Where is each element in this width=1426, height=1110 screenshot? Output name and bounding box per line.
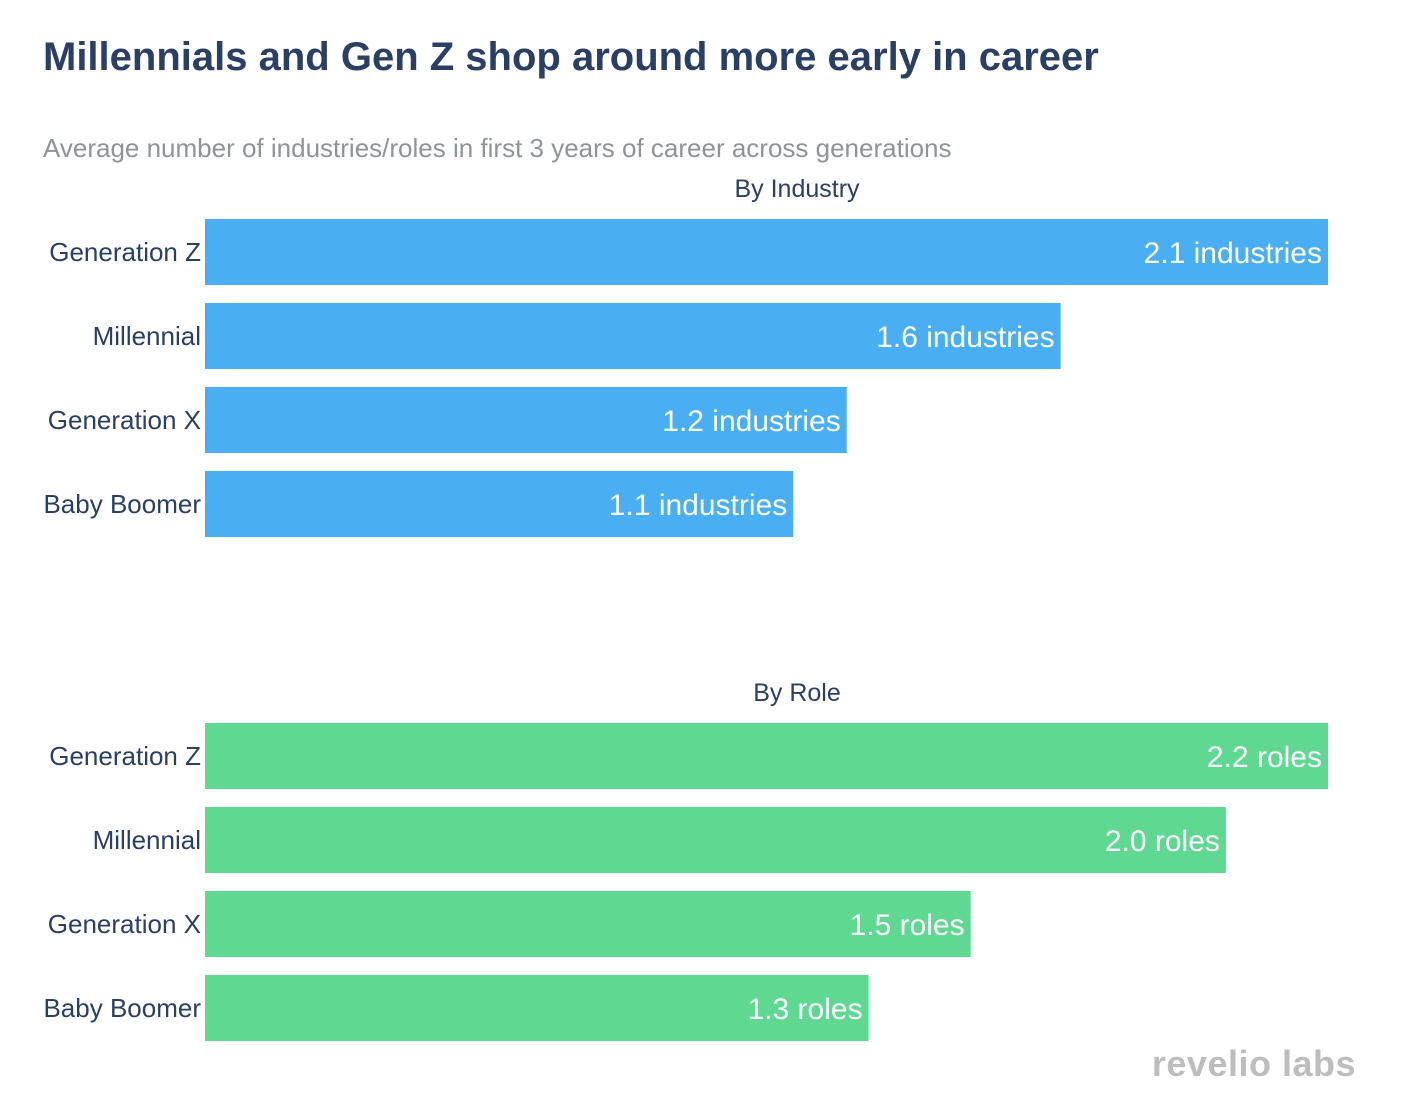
panel-title: By Role: [753, 679, 841, 707]
bar-value-label: 1.6 industries: [876, 321, 1054, 354]
panel-title: By Industry: [734, 175, 860, 203]
chart-subtitle: Average number of industries/roles in fi…: [43, 133, 952, 163]
bar-value-label: 1.2 industries: [662, 405, 840, 438]
bar: [205, 471, 794, 537]
category-label: Millennial: [93, 825, 201, 855]
bar-value-label: 2.2 roles: [1207, 741, 1322, 774]
category-label: Generation X: [48, 405, 201, 435]
bar: [205, 975, 869, 1041]
bar-value-label: 1.3 roles: [748, 993, 863, 1026]
chart-title: Millennials and Gen Z shop around more e…: [43, 35, 1099, 79]
category-label: Baby Boomer: [43, 489, 201, 519]
category-label: Generation Z: [49, 237, 201, 267]
bar-value-label: 1.1 industries: [609, 489, 787, 522]
bar-value-label: 2.0 roles: [1105, 825, 1220, 858]
category-label: Generation Z: [49, 741, 201, 771]
bar: [205, 807, 1226, 873]
category-label: Millennial: [93, 321, 201, 351]
bar-value-label: 1.5 roles: [850, 909, 965, 942]
panel-by-industry: By Industry Generation Z 2.1 industries Mi…: [43, 175, 1328, 537]
bar: [205, 891, 971, 957]
revelio-labs-logo: revelio labs: [1152, 1043, 1356, 1084]
bar: [205, 219, 1328, 285]
bar: [205, 723, 1328, 789]
bar: [205, 303, 1061, 369]
category-label: Baby Boomer: [43, 993, 201, 1023]
panel-by-role: By Role Generation Z 2.2 roles Millennial 2…: [43, 679, 1328, 1041]
bar-value-label: 2.1 industries: [1144, 237, 1322, 270]
category-label: Generation X: [48, 909, 201, 939]
brand-text: revelio labs: [1152, 1043, 1356, 1084]
bar: [205, 387, 847, 453]
